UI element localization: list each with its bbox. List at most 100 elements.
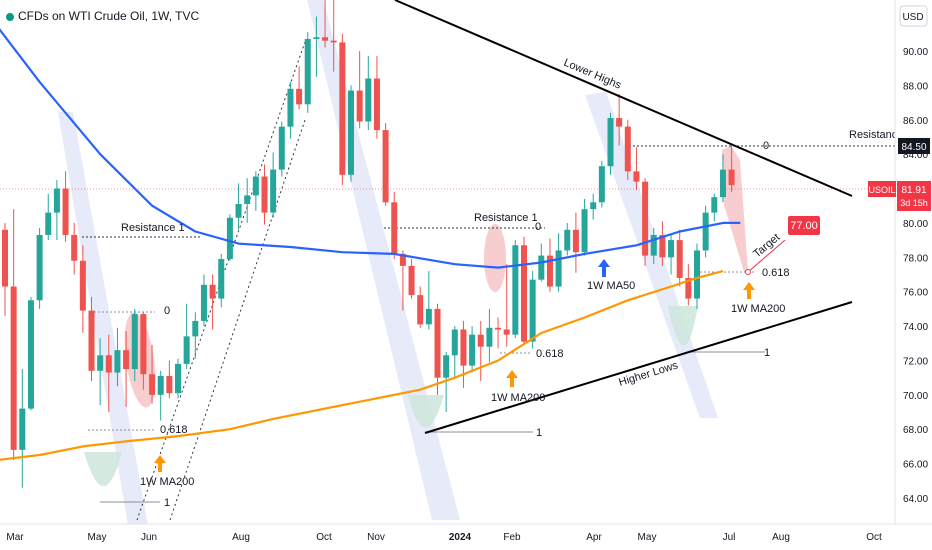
candle — [702, 205, 709, 258]
candle-body — [183, 336, 190, 364]
candle-body — [719, 169, 726, 198]
candle-body — [218, 259, 225, 299]
price-tick-label: 80.00 — [903, 219, 928, 230]
candle — [200, 274, 207, 327]
time-label: May — [638, 532, 657, 543]
candle — [45, 193, 52, 241]
candle — [521, 236, 527, 345]
candle — [209, 274, 216, 330]
candle — [719, 154, 726, 203]
candle-body — [27, 300, 34, 409]
candle — [590, 193, 597, 220]
candle-body — [2, 229, 8, 287]
candle-body — [131, 314, 138, 370]
top-highlight-3 — [722, 146, 748, 272]
candle — [555, 233, 562, 292]
candle — [503, 264, 510, 347]
candle — [296, 66, 303, 110]
label-lower-highs: Lower Highs — [562, 57, 623, 92]
chart-title-text: CFDs on WTI Crude Oil, 1W, TVC — [18, 9, 200, 23]
candle-body — [443, 355, 450, 378]
fib-3-label-0618: 0.618 — [762, 267, 790, 279]
currency-label: USD — [902, 12, 923, 23]
candle-body — [382, 130, 389, 203]
target-point — [745, 269, 751, 275]
candle — [287, 81, 294, 139]
candle — [261, 164, 268, 225]
ma50-arrow — [598, 259, 610, 277]
candle — [157, 370, 164, 421]
candle-body — [356, 90, 363, 122]
candle-body — [192, 320, 199, 337]
price-axis[interactable]: USD 90.0088.0086.0084.0082.0080.0078.007… — [868, 0, 932, 524]
candle-body — [477, 334, 484, 347]
price-tick-label: 74.00 — [903, 322, 928, 333]
time-label: Oct — [866, 532, 882, 543]
candle-body — [175, 363, 181, 394]
candle-body — [521, 245, 527, 342]
time-label: Feb — [503, 532, 521, 543]
candle-body — [373, 78, 380, 131]
candle-body — [469, 334, 476, 366]
bottom-highlight-2 — [408, 395, 444, 428]
candle-body — [624, 126, 631, 172]
label-ma200-3: 1W MA200 — [731, 303, 785, 315]
descending-channel-2 — [307, 0, 460, 520]
candle-body — [278, 126, 285, 170]
time-axis[interactable]: Mar May Jun Aug Oct Nov 2024 Feb Apr May… — [0, 523, 932, 550]
candle — [460, 320, 467, 388]
candle-body — [36, 234, 43, 301]
symbol-tag: USOIL 81.91 3d 15h — [868, 181, 931, 211]
candle-body — [226, 217, 233, 260]
candle — [149, 344, 156, 404]
candle — [183, 303, 190, 370]
rising-channel-lower — [169, 119, 306, 521]
ma200-arrow-2 — [506, 370, 518, 387]
price-tick-label: 78.00 — [903, 253, 928, 264]
candle-body — [71, 234, 78, 261]
price-tick-label: 90.00 — [903, 47, 928, 58]
candle — [97, 338, 104, 406]
candle-body — [572, 229, 579, 253]
candle — [88, 296, 95, 382]
candle — [624, 119, 631, 180]
candle — [244, 178, 251, 223]
candle-body — [564, 229, 571, 251]
symbol-tag-name-bg — [868, 181, 896, 197]
target-badge-bg — [788, 216, 820, 235]
candle-body — [365, 78, 372, 122]
candle-body — [399, 253, 406, 266]
descending-channel-1 — [58, 112, 148, 525]
level-tag-text: 84.50 — [901, 142, 926, 153]
candle — [53, 179, 60, 241]
fib-1-label-1: 1 — [164, 497, 170, 509]
candle — [434, 303, 441, 395]
candle-body — [296, 88, 303, 105]
candle-body — [330, 40, 337, 43]
candle — [175, 358, 181, 399]
candle — [131, 308, 138, 382]
candle-body — [486, 327, 493, 347]
candle-body — [685, 277, 692, 299]
candle-body — [79, 260, 86, 311]
candle-body — [140, 314, 147, 375]
candle-body — [339, 42, 346, 175]
ma200-arrow-1 — [154, 455, 166, 472]
candle — [642, 178, 649, 266]
candle-body — [555, 250, 562, 287]
target-badge: 77.00 — [788, 216, 820, 235]
currency-box — [899, 5, 928, 27]
candles-layer — [2, 0, 735, 488]
price-tick-label: 72.00 — [903, 357, 928, 368]
label-ma50: 1W MA50 — [587, 280, 635, 292]
candle — [322, 0, 329, 48]
lower-highs-line — [394, 0, 853, 197]
candle-body — [348, 90, 354, 175]
candle-body — [19, 408, 26, 450]
candle-body — [512, 245, 519, 335]
time-label: Apr — [586, 532, 602, 543]
candle — [451, 326, 458, 378]
candle-body — [287, 88, 294, 127]
candle — [105, 334, 112, 413]
